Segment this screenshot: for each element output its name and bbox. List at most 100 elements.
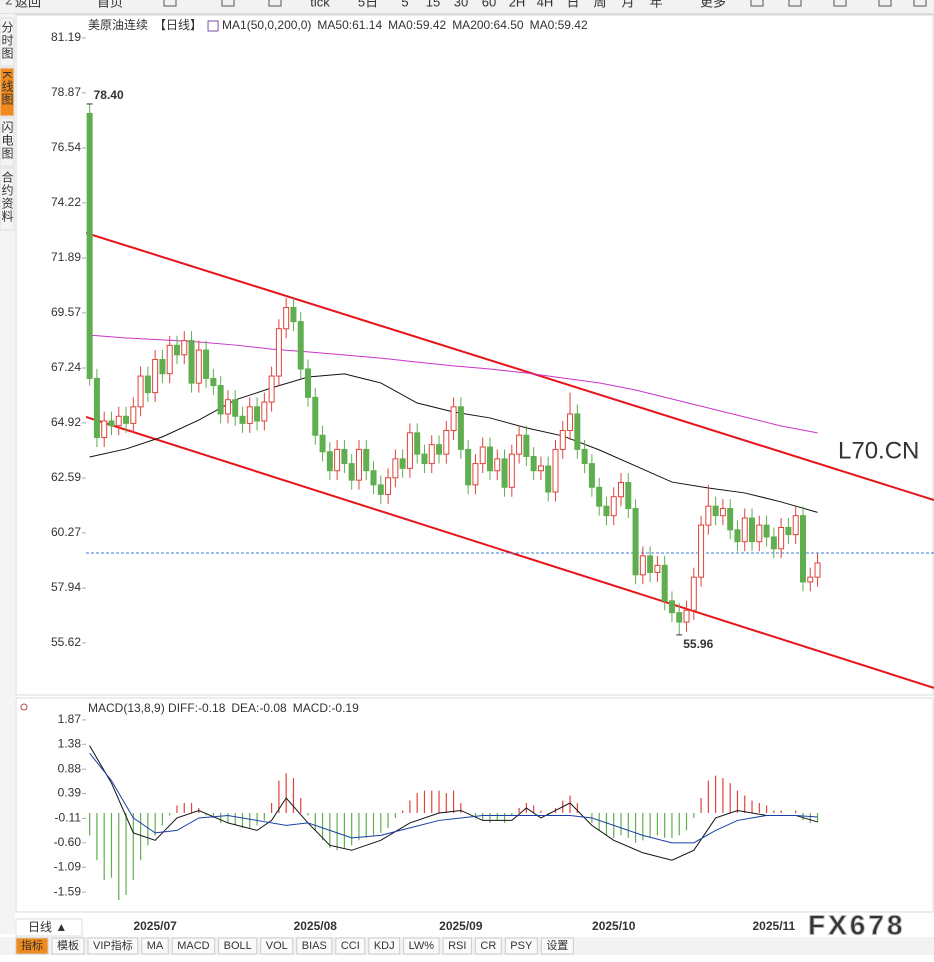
indicator-tab-bg[interactable] <box>540 937 574 955</box>
candle-body <box>632 508 639 576</box>
indicator-tab[interactable]: 设置 <box>546 939 568 952</box>
toolbar-icon[interactable] <box>878 0 892 7</box>
candle-body <box>173 344 180 356</box>
indicator-tab-bg[interactable] <box>474 937 502 955</box>
candle-body <box>334 448 341 472</box>
indicator-tab-bg[interactable] <box>218 937 258 955</box>
indicator-tab-bg[interactable] <box>87 937 139 955</box>
indicator-icon[interactable] <box>207 20 219 32</box>
toolbar-button[interactable]: 更多 <box>700 0 726 9</box>
toolbar-button[interactable]: 5日 <box>358 0 378 9</box>
toolbar-button[interactable]: 首页 <box>97 0 123 9</box>
sidebar-tab[interactable] <box>0 67 15 117</box>
y-tick-label: 81.19 <box>51 30 81 44</box>
toolbar-button[interactable]: 15 <box>426 0 440 9</box>
candle-body <box>428 444 435 465</box>
candle-body <box>392 458 399 479</box>
legend-item: MA50:61.14 <box>317 18 382 32</box>
toolbar-button[interactable]: 年 <box>649 0 662 9</box>
indicator-tab-bg[interactable] <box>15 937 49 955</box>
candle-body <box>108 420 115 427</box>
indicator-tab-bg[interactable] <box>504 937 538 955</box>
period-button-bg[interactable] <box>15 918 83 937</box>
toolbar-icon[interactable] <box>221 0 235 7</box>
indicator-tab[interactable]: 指标 <box>21 938 43 952</box>
indicator-tab[interactable]: LW% <box>409 940 435 952</box>
indicator-tab-bg[interactable] <box>335 937 366 955</box>
sidebar-tab-label[interactable]: K线图 <box>0 71 14 106</box>
sidebar-tab-label[interactable]: 分时图 <box>0 21 14 60</box>
candle-body <box>479 446 486 465</box>
toolbar-button[interactable]: 月 <box>621 0 634 9</box>
indicator-tab[interactable]: CCI <box>341 940 360 952</box>
indicator-tab[interactable]: BOLL <box>224 940 252 952</box>
candle-body <box>203 349 210 379</box>
sidebar-tab[interactable] <box>0 17 15 67</box>
x-tick-label: 2025/09 <box>439 919 483 933</box>
candle-body <box>399 458 406 469</box>
candle-body <box>807 576 814 583</box>
toolbar-button[interactable]: tick <box>310 0 330 9</box>
candle-body <box>625 482 632 510</box>
indicator-tab[interactable]: BIAS <box>302 940 327 952</box>
plot-area <box>86 103 934 689</box>
sidebar-tab-label[interactable]: 闪电图 <box>0 121 14 160</box>
price-panel-frame <box>15 14 934 696</box>
legend-item: MA0:59.42 <box>388 18 446 32</box>
indicator-tab[interactable]: 模板 <box>57 938 79 952</box>
toolbar-button[interactable]: 周 <box>593 0 606 9</box>
toolbar-button[interactable]: 5 <box>401 0 408 9</box>
candle-body <box>93 377 100 439</box>
candle-body <box>123 415 130 424</box>
candle-body <box>268 375 275 403</box>
indicator-tab-bg[interactable] <box>51 937 85 955</box>
candle-body <box>355 448 362 481</box>
indicator-tab-bg[interactable] <box>296 937 333 955</box>
candle-body <box>814 562 821 578</box>
indicator-tab[interactable]: KDJ <box>374 940 395 952</box>
toolbar-button[interactable]: 2H <box>509 0 526 9</box>
indicator-tab-bg[interactable] <box>403 937 440 955</box>
toolbar-icon[interactable] <box>163 0 177 7</box>
line-series <box>89 334 818 434</box>
indicator-tab-bg[interactable] <box>260 937 294 955</box>
period-button[interactable]: 日线 ▲ <box>28 920 67 934</box>
candle-body <box>406 432 413 469</box>
sidebar-tab[interactable] <box>0 167 15 231</box>
toolbar-button[interactable]: 日 <box>566 0 579 9</box>
indicator-tab-bg[interactable] <box>141 937 169 955</box>
indicator-tab[interactable]: MACD <box>177 940 209 952</box>
y-tick-label: 78.87 <box>51 85 81 99</box>
x-tick-label: 2025/08 <box>294 919 338 933</box>
sidebar-tab[interactable] <box>0 117 15 167</box>
toolbar-icon[interactable] <box>833 0 847 7</box>
indicator-tab-bg[interactable] <box>442 937 472 955</box>
candle-body <box>465 448 472 486</box>
toolbar-icon[interactable] <box>788 0 802 7</box>
indicator-tab-bg[interactable] <box>368 937 401 955</box>
candle-body <box>486 446 493 472</box>
candle-body <box>545 465 552 493</box>
indicator-tab[interactable]: MA <box>147 940 164 952</box>
toolbar-button[interactable]: 60 <box>482 0 496 9</box>
settings-icon[interactable] <box>20 703 28 711</box>
toolbar-button[interactable]: 4H <box>537 0 554 9</box>
indicator-tab[interactable]: VIP指标 <box>93 938 133 952</box>
toolbar-icon[interactable] <box>913 0 927 7</box>
toolbar-icon[interactable] <box>750 0 764 7</box>
back-arrow[interactable] <box>5 0 12 5</box>
candle-body <box>690 576 697 611</box>
candle-body <box>188 340 195 384</box>
sidebar-tab-label[interactable]: 合约资料 <box>0 170 14 223</box>
toolbar-button[interactable]: 返回 <box>15 0 41 9</box>
indicator-tab[interactable]: CR <box>480 940 496 952</box>
indicator-tab-bg[interactable] <box>171 937 216 955</box>
indicator-tab[interactable]: RSI <box>448 940 466 952</box>
toolbar-button[interactable]: 30 <box>454 0 468 9</box>
indicator-tab[interactable]: VOL <box>266 940 288 952</box>
candle-body <box>603 505 610 517</box>
toolbar-icon[interactable] <box>268 0 282 7</box>
y-tick-label: 0.88 <box>58 761 82 775</box>
indicator-tab[interactable]: PSY <box>510 940 533 952</box>
